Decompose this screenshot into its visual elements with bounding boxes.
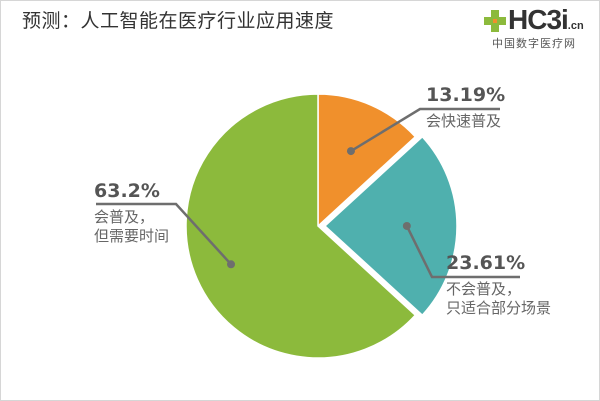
leader-line-0 [350,107,500,153]
logo-subtitle: 中国数字医疗网 [492,37,576,50]
chart-title: 预测：人工智能在医疗行业应用速度 [22,10,335,32]
slice-percent-0: 13.19% [426,84,506,106]
slice-label-0: 13.19% 会快速普及 [426,84,505,131]
pie-slice-1 [323,135,458,317]
leader-line-1 [405,225,520,279]
slice-text-0-0: 会快速普及 [426,112,502,130]
logo-brand-suffix: .cn [567,20,584,32]
pie-slice-2 [185,93,417,359]
leader-dot-1 [402,221,411,230]
slice-percent-1: 23.61% [446,252,526,274]
logo-brand: HC3i.cn [508,4,584,36]
leader-dot-2 [227,260,236,269]
slice-text-2-1: 但需要时间 [94,227,170,245]
slice-label-2: 63.2% 会普及， 但需要时间 [94,180,169,246]
slice-percent-2: 63.2% [94,180,160,202]
slice-text-2-0: 会普及， [94,208,155,226]
leader-line-2 [96,202,232,266]
slice-text-1-0: 不会普及， [446,280,522,298]
medical-cross-icon [484,10,506,32]
slice-text-1-1: 只适合部分场景 [446,299,552,317]
hc3i-logo: HC3i.cn 中国数字医疗网 [482,4,598,50]
leader-dot-0 [346,147,355,156]
logo-brand-text: HC3i [508,4,569,35]
slice-label-1: 23.61% 不会普及， 只适合部分场景 [446,252,551,318]
